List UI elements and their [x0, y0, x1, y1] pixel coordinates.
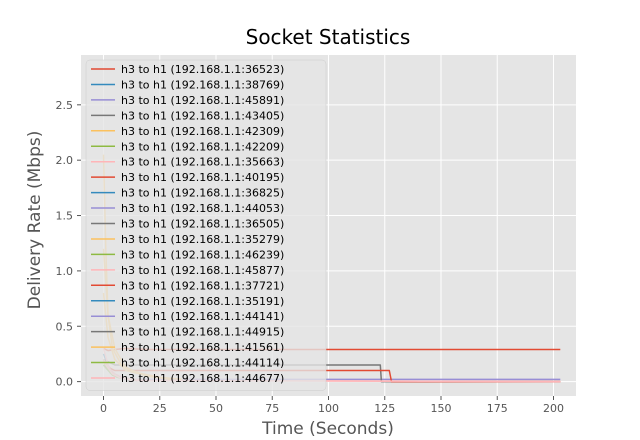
- axis-ticks: 0 25 50 75 100 125 150 175 200 0.0 0.5 1.0 1.5 2.0 2.5: [56, 99, 565, 415]
- x-tick-label: 150: [431, 402, 452, 415]
- y-tick-label: 2.0: [56, 154, 74, 167]
- legend-entry: h3 to h1 (192.168.1.1:44114): [121, 357, 284, 370]
- legend-entry: h3 to h1 (192.168.1.1:35191): [121, 295, 284, 308]
- legend-entry: h3 to h1 (192.168.1.1:35279): [121, 233, 284, 246]
- x-tick-label: 125: [374, 402, 395, 415]
- y-tick-label: 2.5: [56, 99, 74, 112]
- y-tick-label: 0.5: [56, 320, 74, 333]
- legend-entry: h3 to h1 (192.168.1.1:42209): [121, 140, 284, 153]
- legend-entry: h3 to h1 (192.168.1.1:42309): [121, 125, 284, 138]
- legend-box: [85, 59, 327, 391]
- y-tick-label: 1.5: [56, 210, 74, 223]
- legend-entry: h3 to h1 (192.168.1.1:45891): [121, 94, 284, 107]
- y-tick-label: 0.0: [56, 376, 74, 389]
- legend: h3 to h1 (192.168.1.1:36523) h3 to h1 (19…: [85, 59, 327, 391]
- legend-entry: h3 to h1 (192.168.1.1:36505): [121, 218, 284, 231]
- legend-entry: h3 to h1 (192.168.1.1:44141): [121, 310, 284, 323]
- legend-entry: h3 to h1 (192.168.1.1:37721): [121, 279, 284, 292]
- x-tick-label: 175: [487, 402, 508, 415]
- x-tick-label: 200: [543, 402, 564, 415]
- legend-entry: h3 to h1 (192.168.1.1:44915): [121, 326, 284, 339]
- legend-entry: h3 to h1 (192.168.1.1:44053): [121, 202, 284, 215]
- legend-entry: h3 to h1 (192.168.1.1:40195): [121, 171, 284, 184]
- legend-entry: h3 to h1 (192.168.1.1:36523): [121, 63, 284, 76]
- legend-entry: h3 to h1 (192.168.1.1:41561): [121, 341, 284, 354]
- x-tick-label: 0: [100, 402, 107, 415]
- chart-title: Socket Statistics: [246, 25, 411, 49]
- legend-entry: h3 to h1 (192.168.1.1:46239): [121, 248, 284, 261]
- legend-entry: h3 to h1 (192.168.1.1:45877): [121, 264, 284, 277]
- x-tick-label: 50: [209, 402, 223, 415]
- legend-entry: h3 to h1 (192.168.1.1:36825): [121, 187, 284, 200]
- legend-entry: h3 to h1 (192.168.1.1:38769): [121, 78, 284, 91]
- legend-entry: h3 to h1 (192.168.1.1:43405): [121, 109, 284, 122]
- legend-entry: h3 to h1 (192.168.1.1:44677): [121, 372, 284, 385]
- legend-entry: h3 to h1 (192.168.1.1:35663): [121, 156, 284, 169]
- x-tick-label: 100: [318, 402, 339, 415]
- x-tick-label: 25: [153, 402, 167, 415]
- x-tick-label: 75: [265, 402, 279, 415]
- x-axis-label: Time (Seconds): [261, 419, 394, 439]
- y-axis-label: Delivery Rate (Mbps): [25, 131, 45, 310]
- y-tick-label: 1.0: [56, 265, 74, 278]
